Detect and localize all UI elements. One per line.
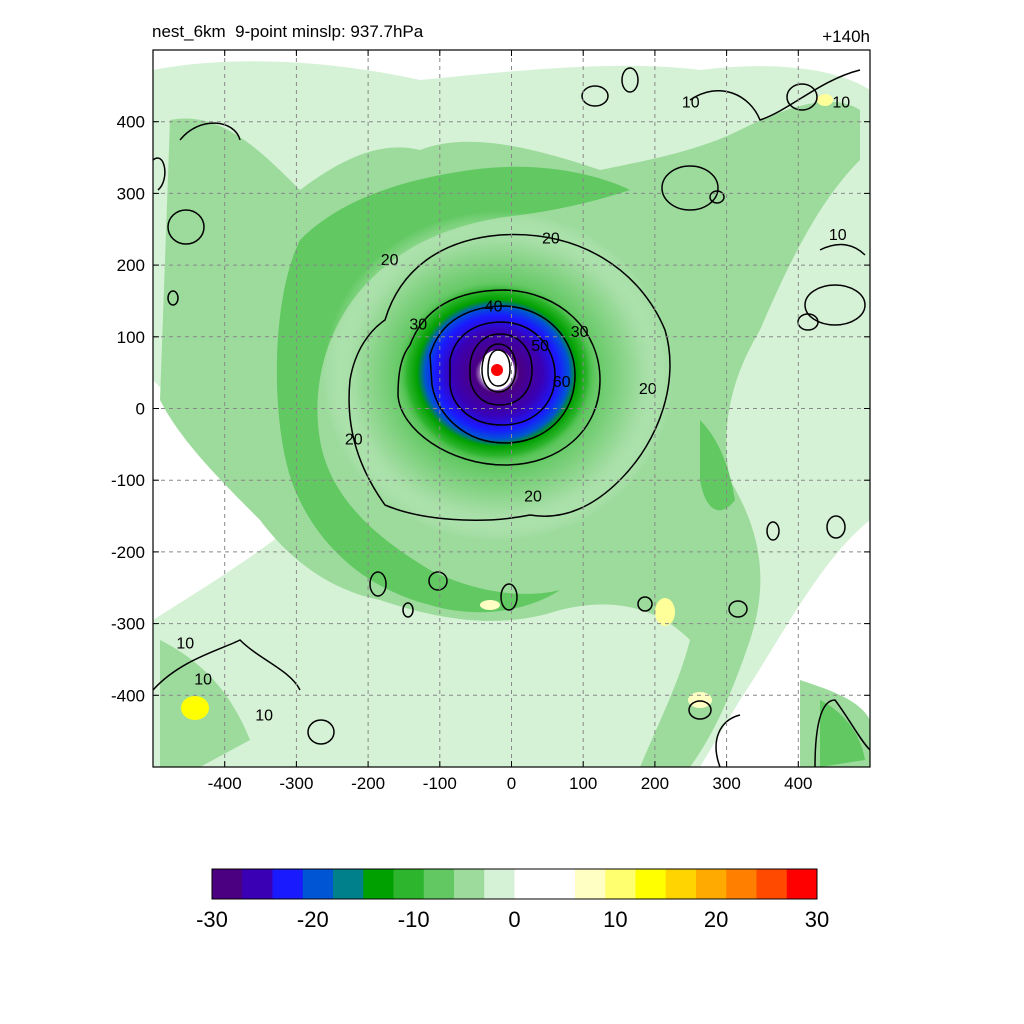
colorbar [211, 868, 818, 900]
colorbar-segment [242, 869, 273, 899]
x-tick-label: 0 [507, 774, 516, 793]
contour-label: 10 [194, 672, 212, 689]
contour-label: 50 [531, 338, 549, 355]
colorbar-segment [786, 869, 818, 899]
y-axis: -400 -300 -200 -100 0 100 200 300 400 [111, 113, 870, 705]
colorbar-labels: -30 -20 -10 0 10 20 30 [196, 907, 829, 932]
colorbar-segment [514, 869, 546, 899]
colorbar-tick-label: 30 [805, 907, 829, 932]
y-tick-label: 200 [117, 256, 145, 275]
colorbar-segment [756, 869, 788, 899]
x-tick-label: 300 [712, 774, 740, 793]
contour-label: 60 [553, 374, 571, 391]
colorbar-segment [333, 869, 364, 899]
contour-label: 20 [639, 381, 657, 398]
colorbar-segment [302, 869, 334, 899]
y-tick-label: -200 [111, 543, 145, 562]
colorbar-segment [544, 869, 576, 899]
contour-label: 30 [409, 317, 427, 334]
chart-title: nest_6km 9-point minslp: 937.7hPa [152, 22, 424, 41]
contour-label: 40 [485, 299, 503, 316]
y-tick-label: -400 [111, 686, 145, 705]
x-tick-label: -300 [279, 774, 313, 793]
contour-label: 10 [176, 636, 194, 653]
colorbar-frame [211, 868, 818, 900]
contour-label: 10 [829, 227, 847, 244]
colorbar-segment [423, 869, 455, 899]
contour-label: 20 [381, 252, 399, 269]
colorbar-tick-label: 10 [603, 907, 627, 932]
colorbar-segment [484, 869, 515, 899]
contour-label: 10 [682, 94, 700, 111]
x-axis: -400 -300 -200 -100 0 100 200 300 400 [208, 50, 812, 793]
y-tick-label: -300 [111, 615, 145, 634]
colorbar-segment [665, 869, 697, 899]
colorbar-segment [605, 869, 636, 899]
contour-label: 20 [524, 489, 542, 506]
colorbar-tick-label: -10 [398, 907, 430, 932]
contour-label: 30 [571, 324, 589, 341]
contour-label: 10 [832, 94, 850, 111]
colorbar-segment [635, 869, 667, 899]
y-tick-label: 0 [136, 400, 145, 419]
y-tick-label: 100 [117, 328, 145, 347]
colorbar-tick-label: 0 [508, 907, 520, 932]
colorbar-tick-label: -30 [196, 907, 228, 932]
x-tick-label: 200 [641, 774, 669, 793]
colorbar-segment [454, 869, 485, 899]
x-tick-label: -200 [351, 774, 385, 793]
colorbar-segment [393, 869, 425, 899]
y-tick-label: -100 [111, 471, 145, 490]
contour-labels: 20 20 20 20 20 30 30 40 50 60 10 10 10 10 10 10 [176, 94, 850, 724]
shaded-field [153, 50, 870, 767]
forecast-hour-label: +140h [822, 27, 870, 46]
colorbar-tick-label: 20 [704, 907, 728, 932]
contour-label: 20 [345, 431, 363, 448]
colorbar-segment [575, 869, 606, 899]
positive-anomaly-spots [181, 94, 833, 720]
contour-label: 20 [542, 231, 560, 248]
colorbar-segment [363, 869, 394, 899]
x-tick-label: 100 [569, 774, 597, 793]
x-tick-label: -100 [423, 774, 457, 793]
x-tick-label: 400 [784, 774, 812, 793]
colorbar-segment [726, 869, 757, 899]
eye-center-marker [491, 364, 503, 376]
colorbar-segment [212, 869, 243, 899]
x-tick-label: -400 [208, 774, 242, 793]
colorbar-segment [696, 869, 727, 899]
colorbar-segment [272, 869, 304, 899]
y-tick-label: 400 [117, 113, 145, 132]
contour-lines [153, 67, 870, 767]
y-tick-label: 300 [117, 184, 145, 203]
contour-label: 10 [255, 707, 273, 724]
colorbar-tick-label: -20 [297, 907, 329, 932]
